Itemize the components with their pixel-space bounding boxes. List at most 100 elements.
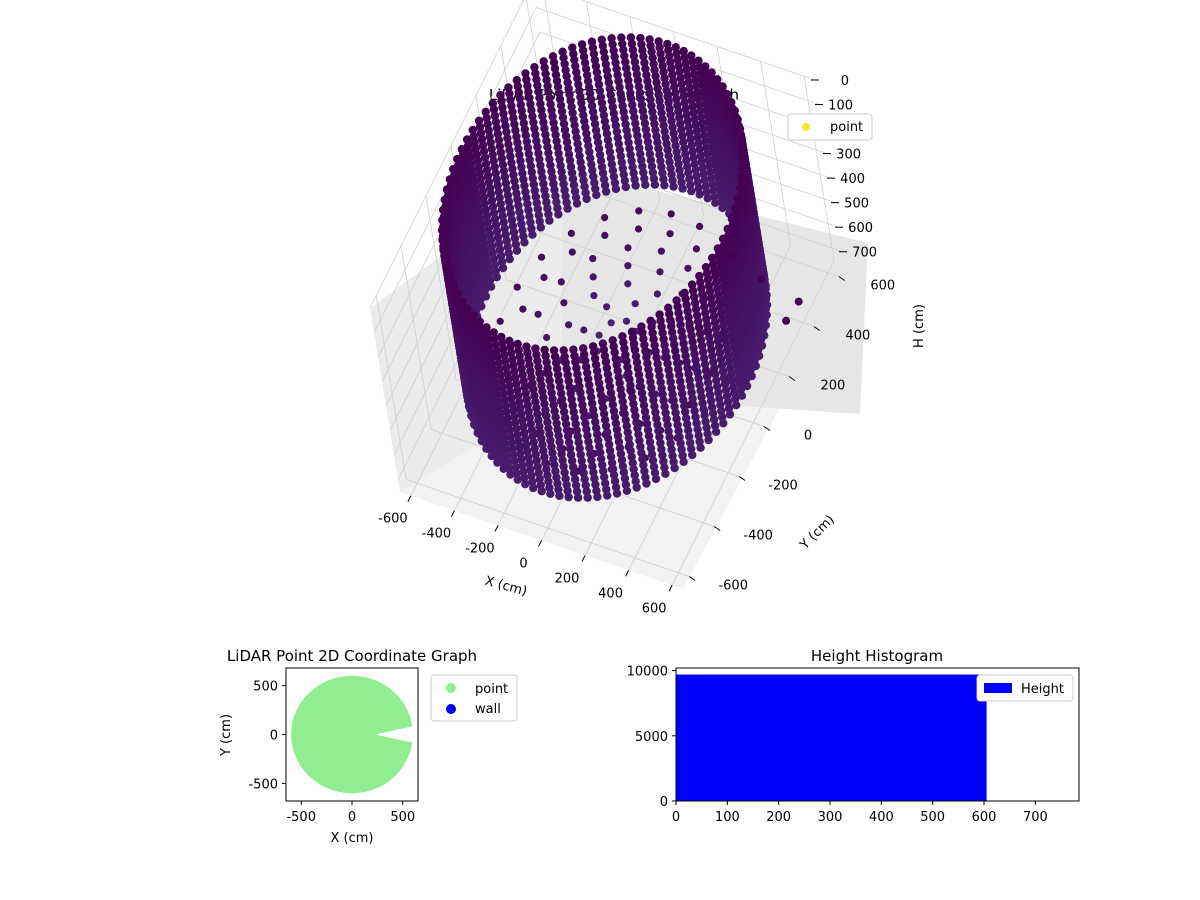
point-3d-wall: [655, 371, 664, 381]
point-3d-wall: [513, 475, 522, 484]
point-3d-wall: [728, 376, 737, 385]
tick-label-3d-z: 500: [844, 197, 869, 212]
point-3d-wall: [634, 430, 643, 439]
point-3d-wall: [511, 463, 520, 472]
point-3d-wall: [535, 422, 544, 431]
point-3d-wall: [539, 57, 548, 66]
point-3d-wall: [463, 304, 472, 313]
point-3d-wall: [704, 435, 713, 445]
z-axis-label-3d: H (cm): [912, 304, 927, 348]
point-3d-wall: [654, 426, 663, 435]
point-3d-wall: [591, 480, 600, 489]
point-3d-wall: [536, 223, 545, 232]
point-3d-wall: [536, 161, 545, 170]
point-3d-wall: [538, 112, 547, 121]
point-3d-wall: [570, 351, 579, 360]
point-3d-outlier-2: [626, 386, 635, 394]
tick-mark-3d-y: [763, 426, 771, 431]
tick-label-3d-y: 400: [845, 329, 870, 344]
tick-mark-3d-y: [688, 576, 696, 581]
point-3d-wall: [508, 444, 517, 454]
point-3d-wall: [664, 45, 673, 55]
point-3d-wall: [489, 105, 499, 114]
point-3d-wall: [477, 135, 487, 144]
point-3d-wall: [642, 70, 651, 80]
point-3d-floor: [540, 273, 548, 282]
point-3d-wall: [507, 215, 517, 225]
point-3d-floor: [635, 207, 643, 215]
point-3d-floor: [543, 333, 551, 342]
point-3d-wall: [674, 61, 683, 70]
point-3d-wall: [474, 116, 484, 126]
point-3d-wall: [664, 427, 673, 436]
point-3d-wall: [742, 381, 752, 391]
point-3d-wall: [551, 467, 560, 476]
legend-histogram-patch: [984, 683, 1012, 693]
point-3d-wall: [453, 289, 462, 298]
point-3d-wall: [508, 164, 517, 173]
point-3d-wall: [557, 449, 566, 459]
point-3d-wall: [658, 390, 667, 399]
point-3d-wall: [732, 401, 741, 410]
point-3d-wall: [670, 82, 679, 92]
point-3d-floor: [590, 292, 598, 300]
point-3d-wall: [678, 184, 687, 193]
point-3d-wall: [619, 338, 628, 347]
point-3d-floor: [580, 326, 588, 334]
point-3d-wall: [593, 138, 603, 147]
point-3d-wall: [609, 172, 619, 181]
point-3d-wall: [580, 117, 589, 126]
point-3d-wall: [484, 126, 493, 135]
point-3d-wall: [712, 330, 722, 339]
point-3d-wall: [682, 156, 691, 165]
tick-mark-3d-x: [494, 525, 499, 532]
point-3d-wall: [593, 492, 602, 502]
point-3d-wall: [492, 123, 502, 133]
histogram-frame: [675, 667, 1080, 802]
point-3d-wall: [588, 43, 598, 52]
point-3d-wall: [545, 94, 554, 103]
point-3d-wall: [675, 433, 684, 442]
point-3d-wall: [700, 411, 709, 420]
point-3d-wall: [669, 182, 678, 191]
point-3d-wall: [628, 458, 637, 468]
point-3d-wall: [551, 130, 560, 140]
point-3d-wall: [522, 440, 531, 450]
point-3d-wall: [560, 468, 569, 477]
point-3d-wall: [638, 106, 648, 116]
tick-label-3d-x: 200: [555, 571, 580, 586]
point-3d-wall: [703, 378, 713, 387]
point-3d-wall: [562, 137, 572, 147]
point-3d-wall: [720, 287, 730, 296]
point-3d-wall: [697, 392, 706, 402]
point-3d-wall: [648, 389, 657, 399]
point-3d-wall: [652, 353, 661, 362]
point-3d-wall: [573, 370, 582, 379]
point-3d-wall: [706, 339, 715, 348]
tick-label-3d-x: 600: [642, 601, 667, 616]
point-3d-wall: [611, 419, 621, 428]
point-3d-wall: [505, 89, 514, 98]
point-3d-wall: [614, 437, 624, 446]
point-3d-floor: [603, 303, 611, 311]
point-3d-wall: [599, 47, 608, 57]
point-3d-wall: [529, 385, 538, 394]
point-3d-floor: [589, 255, 597, 263]
point-3d-wall: [685, 174, 694, 184]
point-3d-wall: [626, 150, 635, 159]
point-3d-wall: [732, 360, 742, 370]
point-3d-wall: [535, 474, 544, 484]
legend-2d-marker-point: [446, 683, 456, 693]
point-3d-wall: [574, 80, 583, 89]
point-3d-floor: [589, 273, 597, 281]
point-3d-wall: [632, 483, 641, 492]
point-3d-wall: [489, 208, 499, 217]
point-3d-wall: [501, 439, 510, 448]
point-3d-wall: [496, 199, 505, 209]
point-3d-wall: [730, 106, 739, 115]
histogram-bars: [676, 674, 987, 801]
point-3d-wall: [715, 394, 724, 403]
point-3d-wall: [481, 251, 491, 261]
tick-label-3d-y: -600: [718, 579, 748, 594]
